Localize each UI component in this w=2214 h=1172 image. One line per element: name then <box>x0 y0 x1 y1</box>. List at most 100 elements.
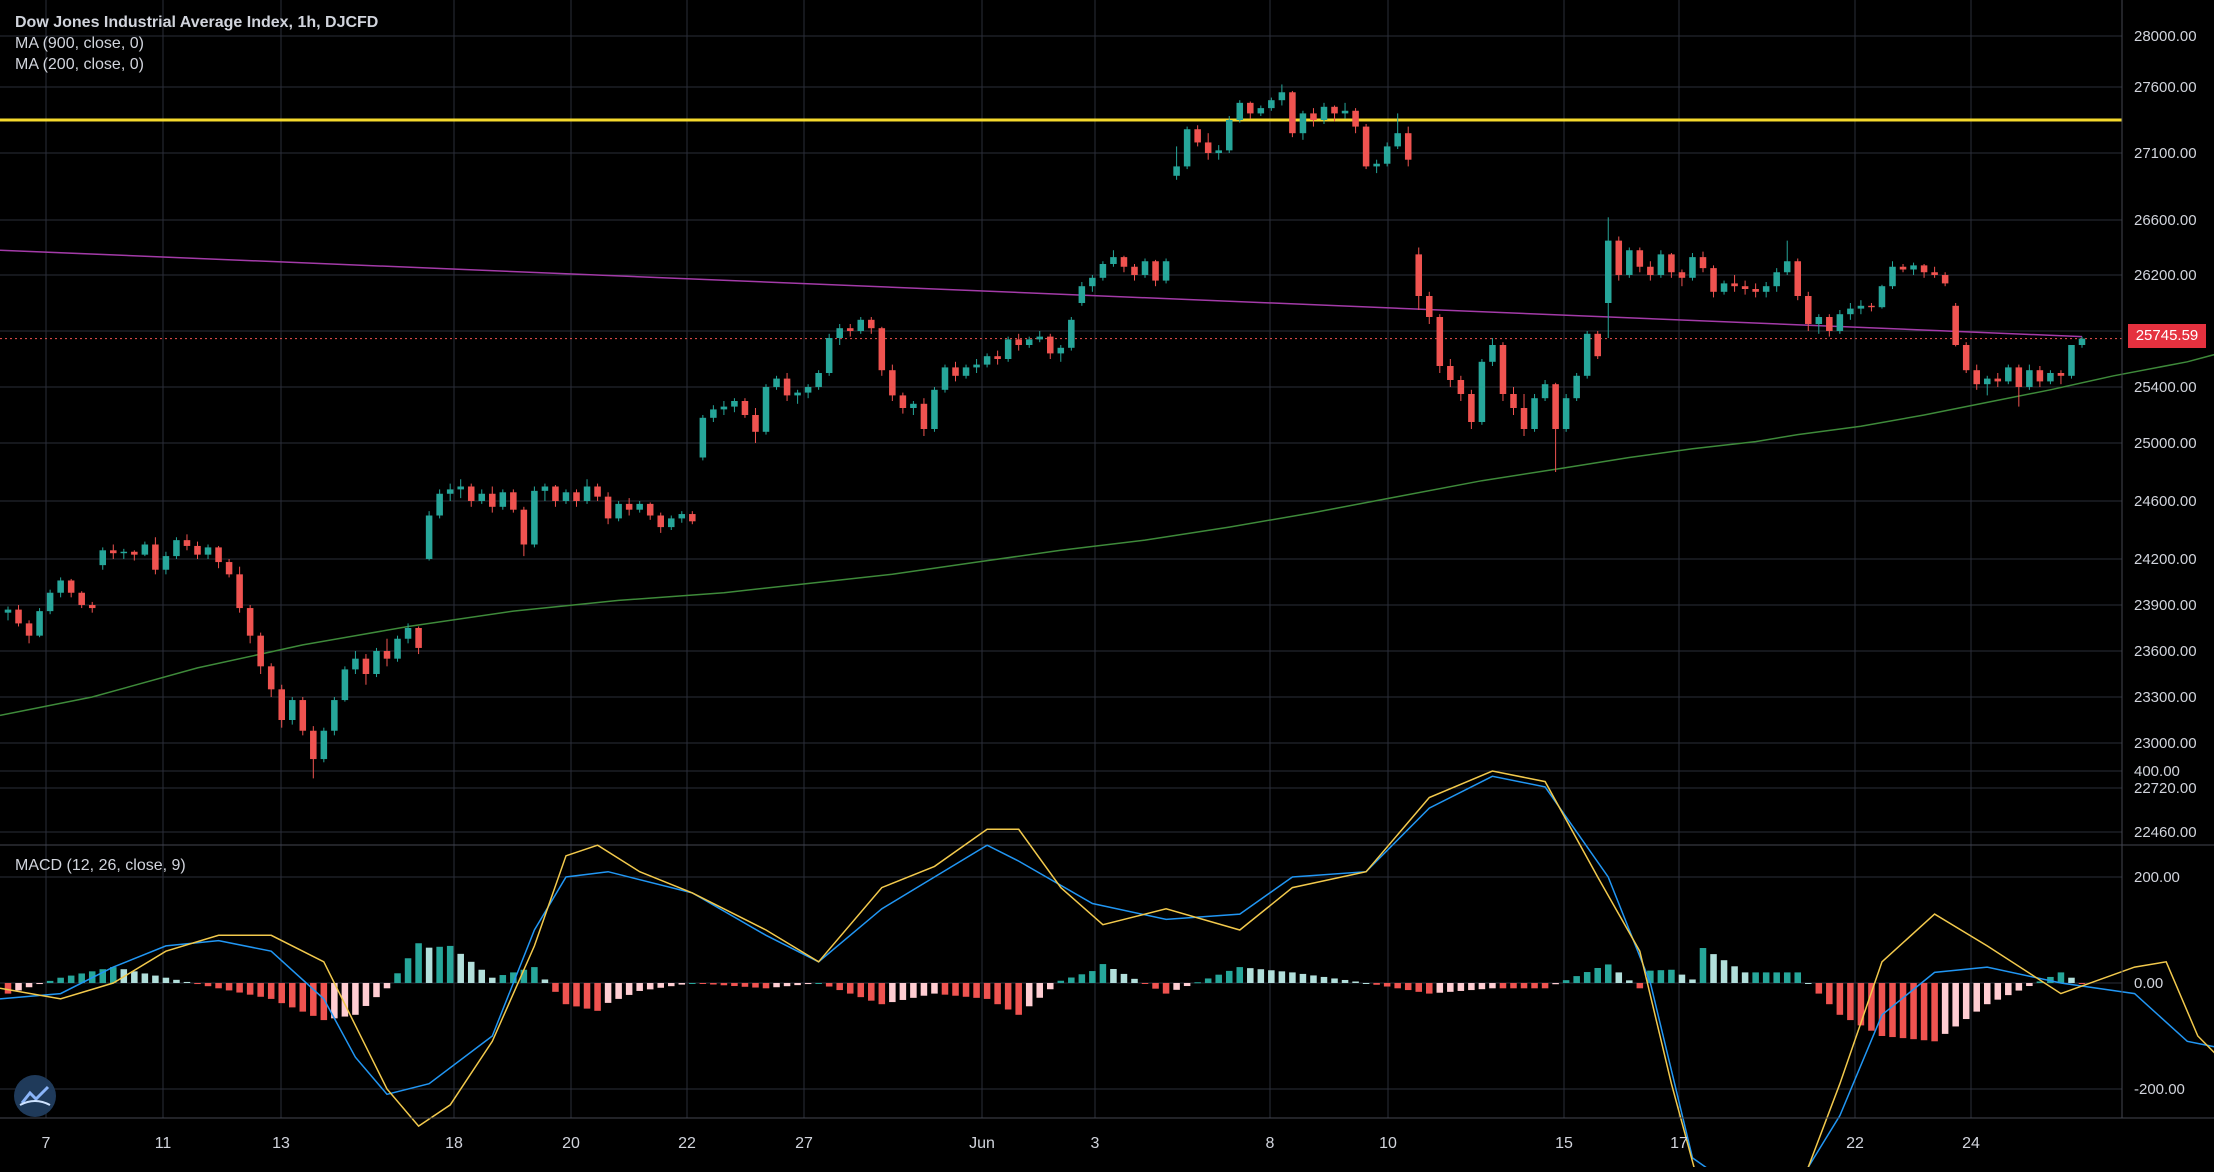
macd-hist-bar <box>352 983 359 1015</box>
candle-body <box>941 367 949 390</box>
macd-hist-bar <box>341 983 349 1017</box>
macd-hist-bar <box>1025 983 1033 1007</box>
candle-body <box>1889 266 1896 287</box>
ma900-legend[interactable]: MA (900, close, 0) <box>15 35 144 52</box>
candle <box>183 534 191 551</box>
candle-body <box>162 556 170 570</box>
macd-hist-bar <box>1004 983 1012 1010</box>
macd-hist-bar <box>573 983 580 1007</box>
macd-hist-bar <box>783 983 791 987</box>
candle <box>1057 345 1065 362</box>
candle-body <box>4 609 12 613</box>
candle-body <box>752 415 759 432</box>
macd-hist-bar <box>1826 983 1833 1005</box>
candle-body <box>288 700 296 720</box>
candle <box>1426 291 1433 324</box>
candle <box>88 601 96 613</box>
candle <box>1078 282 1086 306</box>
macd-hist-bar <box>720 983 728 986</box>
macd-hist-bar <box>436 946 443 983</box>
tradingview-logo-icon[interactable] <box>14 1075 56 1117</box>
macd-legend[interactable]: MACD (12, 26, close, 9) <box>15 857 186 874</box>
macd-hist-bar <box>1331 978 1338 983</box>
candle <box>1826 314 1833 337</box>
macd-hist-bar <box>2068 977 2075 983</box>
macd-hist-bar <box>225 983 233 991</box>
macd-hist-bar <box>825 983 833 987</box>
candle <box>120 548 128 559</box>
candle <box>1994 373 2002 387</box>
candle-body <box>1236 102 1244 120</box>
candle-body <box>773 378 780 387</box>
macd-hist-bar <box>204 983 212 987</box>
candle-series[interactable] <box>4 84 2086 779</box>
candle-body <box>225 562 233 575</box>
candle <box>425 511 433 561</box>
macd-pane[interactable] <box>0 770 2214 1172</box>
candle-body <box>1352 110 1359 127</box>
candle <box>78 591 85 609</box>
macd-hist-bar <box>531 967 538 983</box>
candle <box>236 566 243 613</box>
candle-body <box>1257 108 1265 114</box>
candle-body <box>1952 305 1959 345</box>
candle <box>489 486 496 513</box>
candle <box>836 324 843 345</box>
macd-hist-bar <box>899 983 907 1000</box>
macd-hist-bar <box>2026 983 2033 987</box>
time-tick-label: Jun <box>969 1135 995 1152</box>
candle <box>446 483 454 501</box>
candle <box>1794 258 1802 301</box>
candle <box>1710 265 1717 298</box>
candle-body <box>1762 286 1770 292</box>
candle-body <box>1836 314 1844 331</box>
candle <box>1225 116 1233 153</box>
candle <box>25 620 33 644</box>
candle-body <box>762 387 770 432</box>
time-tick-label: 15 <box>1555 1135 1573 1152</box>
macd-hist-bar <box>594 983 601 1011</box>
candle <box>141 541 149 557</box>
candle <box>973 359 980 373</box>
candle-body <box>1794 261 1802 296</box>
macd-hist-bar <box>762 983 770 989</box>
candle <box>1962 342 1970 373</box>
candle-body <box>2068 345 2075 376</box>
macd-hist-bar <box>1310 975 1317 983</box>
macd-hist-bar <box>1983 983 1991 1005</box>
signal-line <box>0 770 2214 1172</box>
candle-body <box>962 367 970 376</box>
candle <box>1110 250 1117 267</box>
candle-body <box>1247 102 1254 114</box>
candle-body <box>1541 384 1549 399</box>
candle-body <box>1426 296 1433 317</box>
candle-body <box>415 628 422 648</box>
macd-hist-bar <box>910 983 917 998</box>
candle-body <box>1394 133 1401 147</box>
candle-body <box>910 403 917 408</box>
candle-body <box>446 489 454 494</box>
macd-hist-bar <box>267 983 275 999</box>
macd-hist-bar <box>1468 983 1475 991</box>
candle <box>1257 105 1265 117</box>
candle <box>2047 370 2054 385</box>
candle-body <box>1225 120 1233 151</box>
macd-hist-bar <box>194 983 201 985</box>
macd-hist-bar <box>478 969 486 983</box>
candle <box>1215 145 1222 160</box>
macd-hist-bar <box>67 975 75 983</box>
macd-hist-bar <box>615 983 622 999</box>
macd-hist-bar <box>1741 972 1749 983</box>
time-tick-label: 10 <box>1379 1135 1397 1152</box>
candle <box>204 544 212 559</box>
legend: Dow Jones Industrial Average Index, 1h, … <box>15 12 378 75</box>
candle <box>1952 303 1959 347</box>
candle <box>962 364 970 379</box>
macd-hist-bar <box>1636 983 1644 989</box>
macd-hist-bar <box>394 973 401 983</box>
candle <box>646 502 654 520</box>
macd-hist-bar <box>1783 972 1791 983</box>
ma200-legend[interactable]: MA (200, close, 0) <box>15 56 144 73</box>
